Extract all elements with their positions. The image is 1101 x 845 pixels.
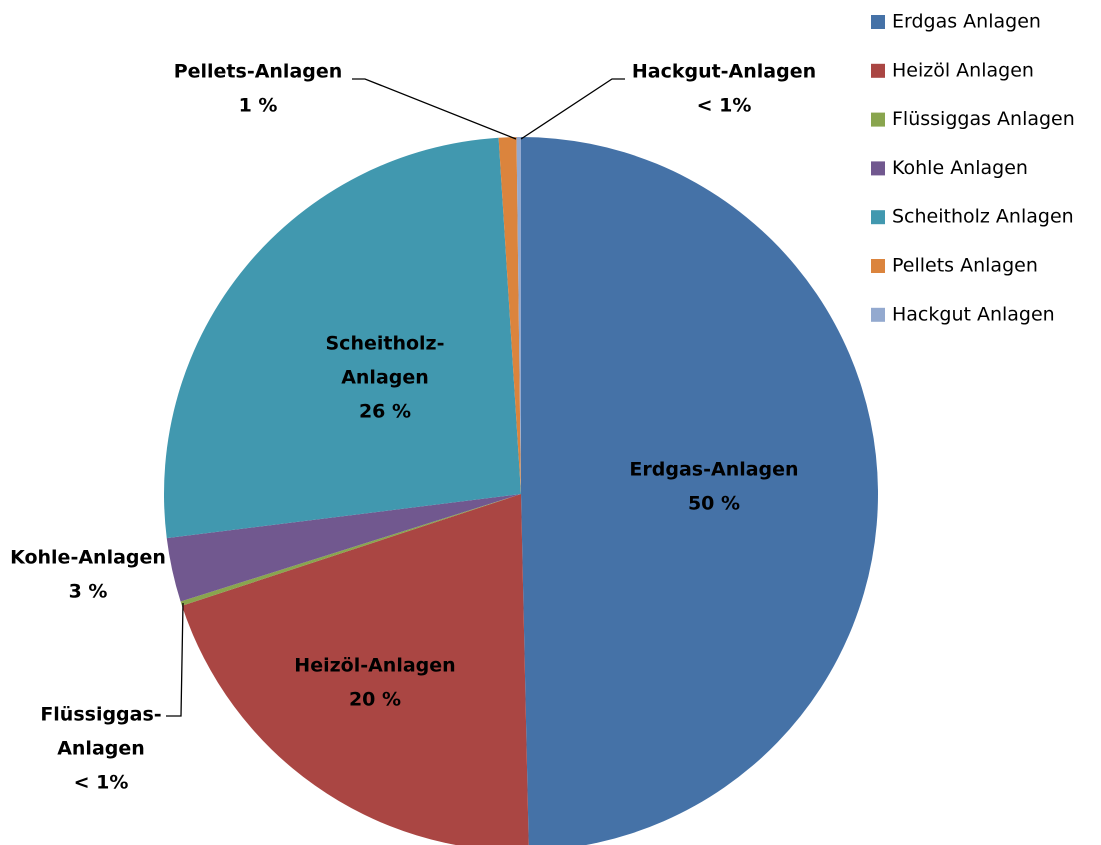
slice-label: Scheitholz- — [326, 333, 445, 355]
legend-swatch — [871, 15, 885, 29]
pie-slice — [516, 137, 521, 494]
legend-label: Scheitholz Anlagen — [892, 206, 1074, 228]
value-label: < 1% — [74, 772, 129, 794]
slice-label: Anlagen — [341, 367, 429, 389]
pie-slice — [498, 137, 521, 494]
legend-swatch — [871, 112, 885, 127]
leader-line — [520, 78, 625, 140]
slice-label: Hackgut-Anlagen — [632, 61, 816, 83]
pie-slice — [163, 137, 521, 539]
slice-label: Flüssiggas- — [40, 704, 161, 726]
slice-label: Anlagen — [57, 738, 145, 760]
legend-swatch — [871, 161, 885, 176]
value-label: 26 % — [359, 401, 411, 423]
legend-swatch — [871, 259, 885, 273]
value-label: 20 % — [349, 689, 401, 711]
slice-label: Kohle-Anlagen — [10, 547, 166, 569]
legend-label: Flüssiggas Anlagen — [892, 108, 1075, 130]
pie-slice — [166, 494, 521, 602]
legend-swatch — [871, 63, 885, 78]
legend-label: Erdgas Anlagen — [892, 11, 1041, 33]
legend-label: Pellets Anlagen — [892, 255, 1038, 277]
legend-label: Hackgut Anlagen — [892, 303, 1055, 325]
slice-label: Erdgas-Anlagen — [629, 459, 798, 481]
legend-swatch — [871, 210, 885, 225]
value-label: 1 % — [239, 95, 278, 117]
leader-line — [166, 602, 184, 717]
leader-line — [352, 78, 517, 140]
value-label: 50 % — [688, 493, 740, 515]
pie-slice — [521, 137, 878, 845]
slice-label: Pellets-Anlagen — [174, 61, 343, 83]
legend-label: Heizöl Anlagen — [892, 59, 1034, 81]
value-label: 3 % — [69, 581, 108, 603]
legend-swatch — [871, 307, 885, 322]
legend-label: Kohle Anlagen — [892, 157, 1028, 179]
pie-slice — [180, 494, 522, 606]
value-label: < 1% — [697, 95, 752, 117]
pie-slice — [181, 494, 529, 845]
slice-label: Heizöl-Anlagen — [294, 655, 455, 677]
